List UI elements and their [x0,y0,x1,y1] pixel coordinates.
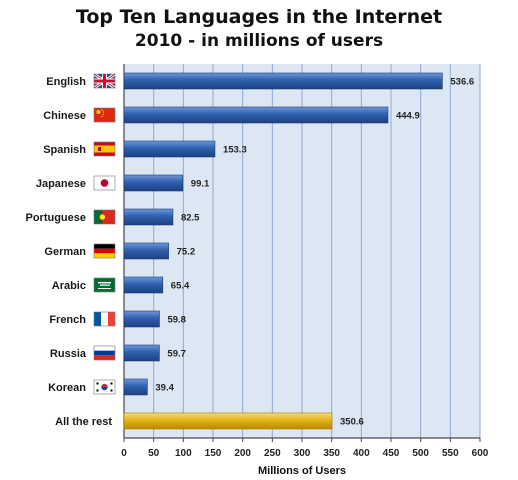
x-tick-label: 400 [353,448,370,459]
data-label: 59.8 [167,315,186,326]
bar-arabic [123,276,164,294]
bar-russia [123,344,160,362]
portugal-flag-icon [93,209,116,225]
category-label: Russia [50,348,87,360]
russia-flag-icon [93,345,116,361]
data-label: 350.6 [340,417,364,428]
uk-flag-icon [93,72,116,90]
data-label: 444.9 [396,111,420,122]
germany-flag-icon [93,243,116,259]
category-label: English [46,76,86,88]
x-tick-label: 350 [323,448,340,459]
x-tick-label: 0 [121,448,127,459]
category-label: German [44,246,86,258]
x-tick-label: 200 [234,448,251,459]
category-label: Spanish [43,144,86,156]
category-label: Chinese [43,110,86,122]
category-label: Korean [48,382,86,394]
data-label: 82.5 [181,213,200,224]
category-label: French [49,314,86,326]
category-label: Arabic [52,280,86,292]
chart-subtitle: 2010 - in millions of users [134,31,384,51]
x-tick-label: 300 [294,448,311,459]
data-label: 536.6 [450,77,474,88]
bar-german [123,242,169,260]
spain-flag-icon [93,141,116,157]
category-label: All the rest [55,416,112,428]
category-label: Japanese [36,178,86,190]
bar-spanish [123,140,216,158]
bar-japanese [123,174,184,192]
x-axis-label: Millions of Users [258,465,346,477]
x-tick-label: 450 [383,448,400,459]
bar-portuguese [123,208,174,226]
bar-chinese [123,106,389,124]
china-flag-icon [93,107,116,123]
category-label: Portuguese [25,212,86,224]
chart-title: Top Ten Languages in the Internet [75,6,443,28]
france-flag-icon [93,311,116,327]
data-label: 39.4 [155,383,174,394]
saudi-arabia-flag-icon [93,277,116,293]
data-label: 99.1 [191,179,210,190]
japan-flag-icon [93,175,116,191]
x-tick-label: 100 [175,448,192,459]
x-tick-label: 50 [148,448,160,459]
x-tick-label: 550 [442,448,459,459]
data-label: 59.7 [167,349,186,360]
bar-english [123,72,443,90]
bar-french [123,310,160,328]
x-tick-label: 600 [472,448,489,459]
bar-korean [123,378,148,396]
data-label: 75.2 [177,247,196,258]
south-korea-flag-icon [93,379,116,395]
x-tick-label: 500 [412,448,429,459]
x-tick-label: 150 [205,448,222,459]
bar-all-the-rest [123,412,333,430]
x-tick-label: 250 [264,448,281,459]
data-label: 65.4 [171,281,190,292]
data-label: 153.3 [223,145,247,156]
